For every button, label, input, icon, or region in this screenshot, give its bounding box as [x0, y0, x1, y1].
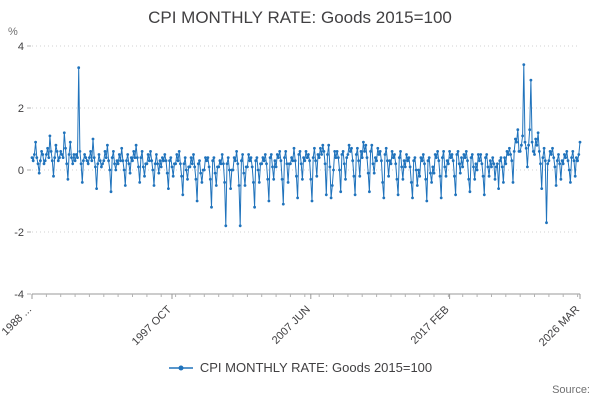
svg-text:2007 JUN: 2007 JUN: [270, 304, 313, 347]
svg-text:4: 4: [18, 41, 24, 53]
y-axis-unit-label: %: [8, 26, 18, 38]
svg-text:1988 ...: 1988 ...: [0, 304, 34, 338]
svg-text:-4: -4: [14, 289, 24, 301]
svg-text:2017 FEB: 2017 FEB: [409, 304, 452, 347]
svg-text:0: 0: [18, 165, 24, 177]
svg-text:2: 2: [18, 103, 24, 115]
legend-line-marker-icon: [168, 365, 193, 370]
source-label: Source:: [552, 384, 590, 396]
chart-title: CPI MONTHLY RATE: Goods 2015=100: [148, 8, 452, 27]
legend-item[interactable]: CPI MONTHLY RATE: Goods 2015=100: [0, 360, 600, 375]
svg-text:1997 OCT: 1997 OCT: [130, 303, 175, 348]
legend-label: CPI MONTHLY RATE: Goods 2015=100: [199, 360, 433, 375]
svg-text:-2: -2: [14, 227, 24, 239]
chart-plot-area[interactable]: -4 -2 0 2 4 1988 ... 1997 OCT 2007 JUN 2017 FEB 2…: [0, 40, 600, 355]
svg-text:2026 MAR: 2026 MAR: [537, 304, 582, 349]
